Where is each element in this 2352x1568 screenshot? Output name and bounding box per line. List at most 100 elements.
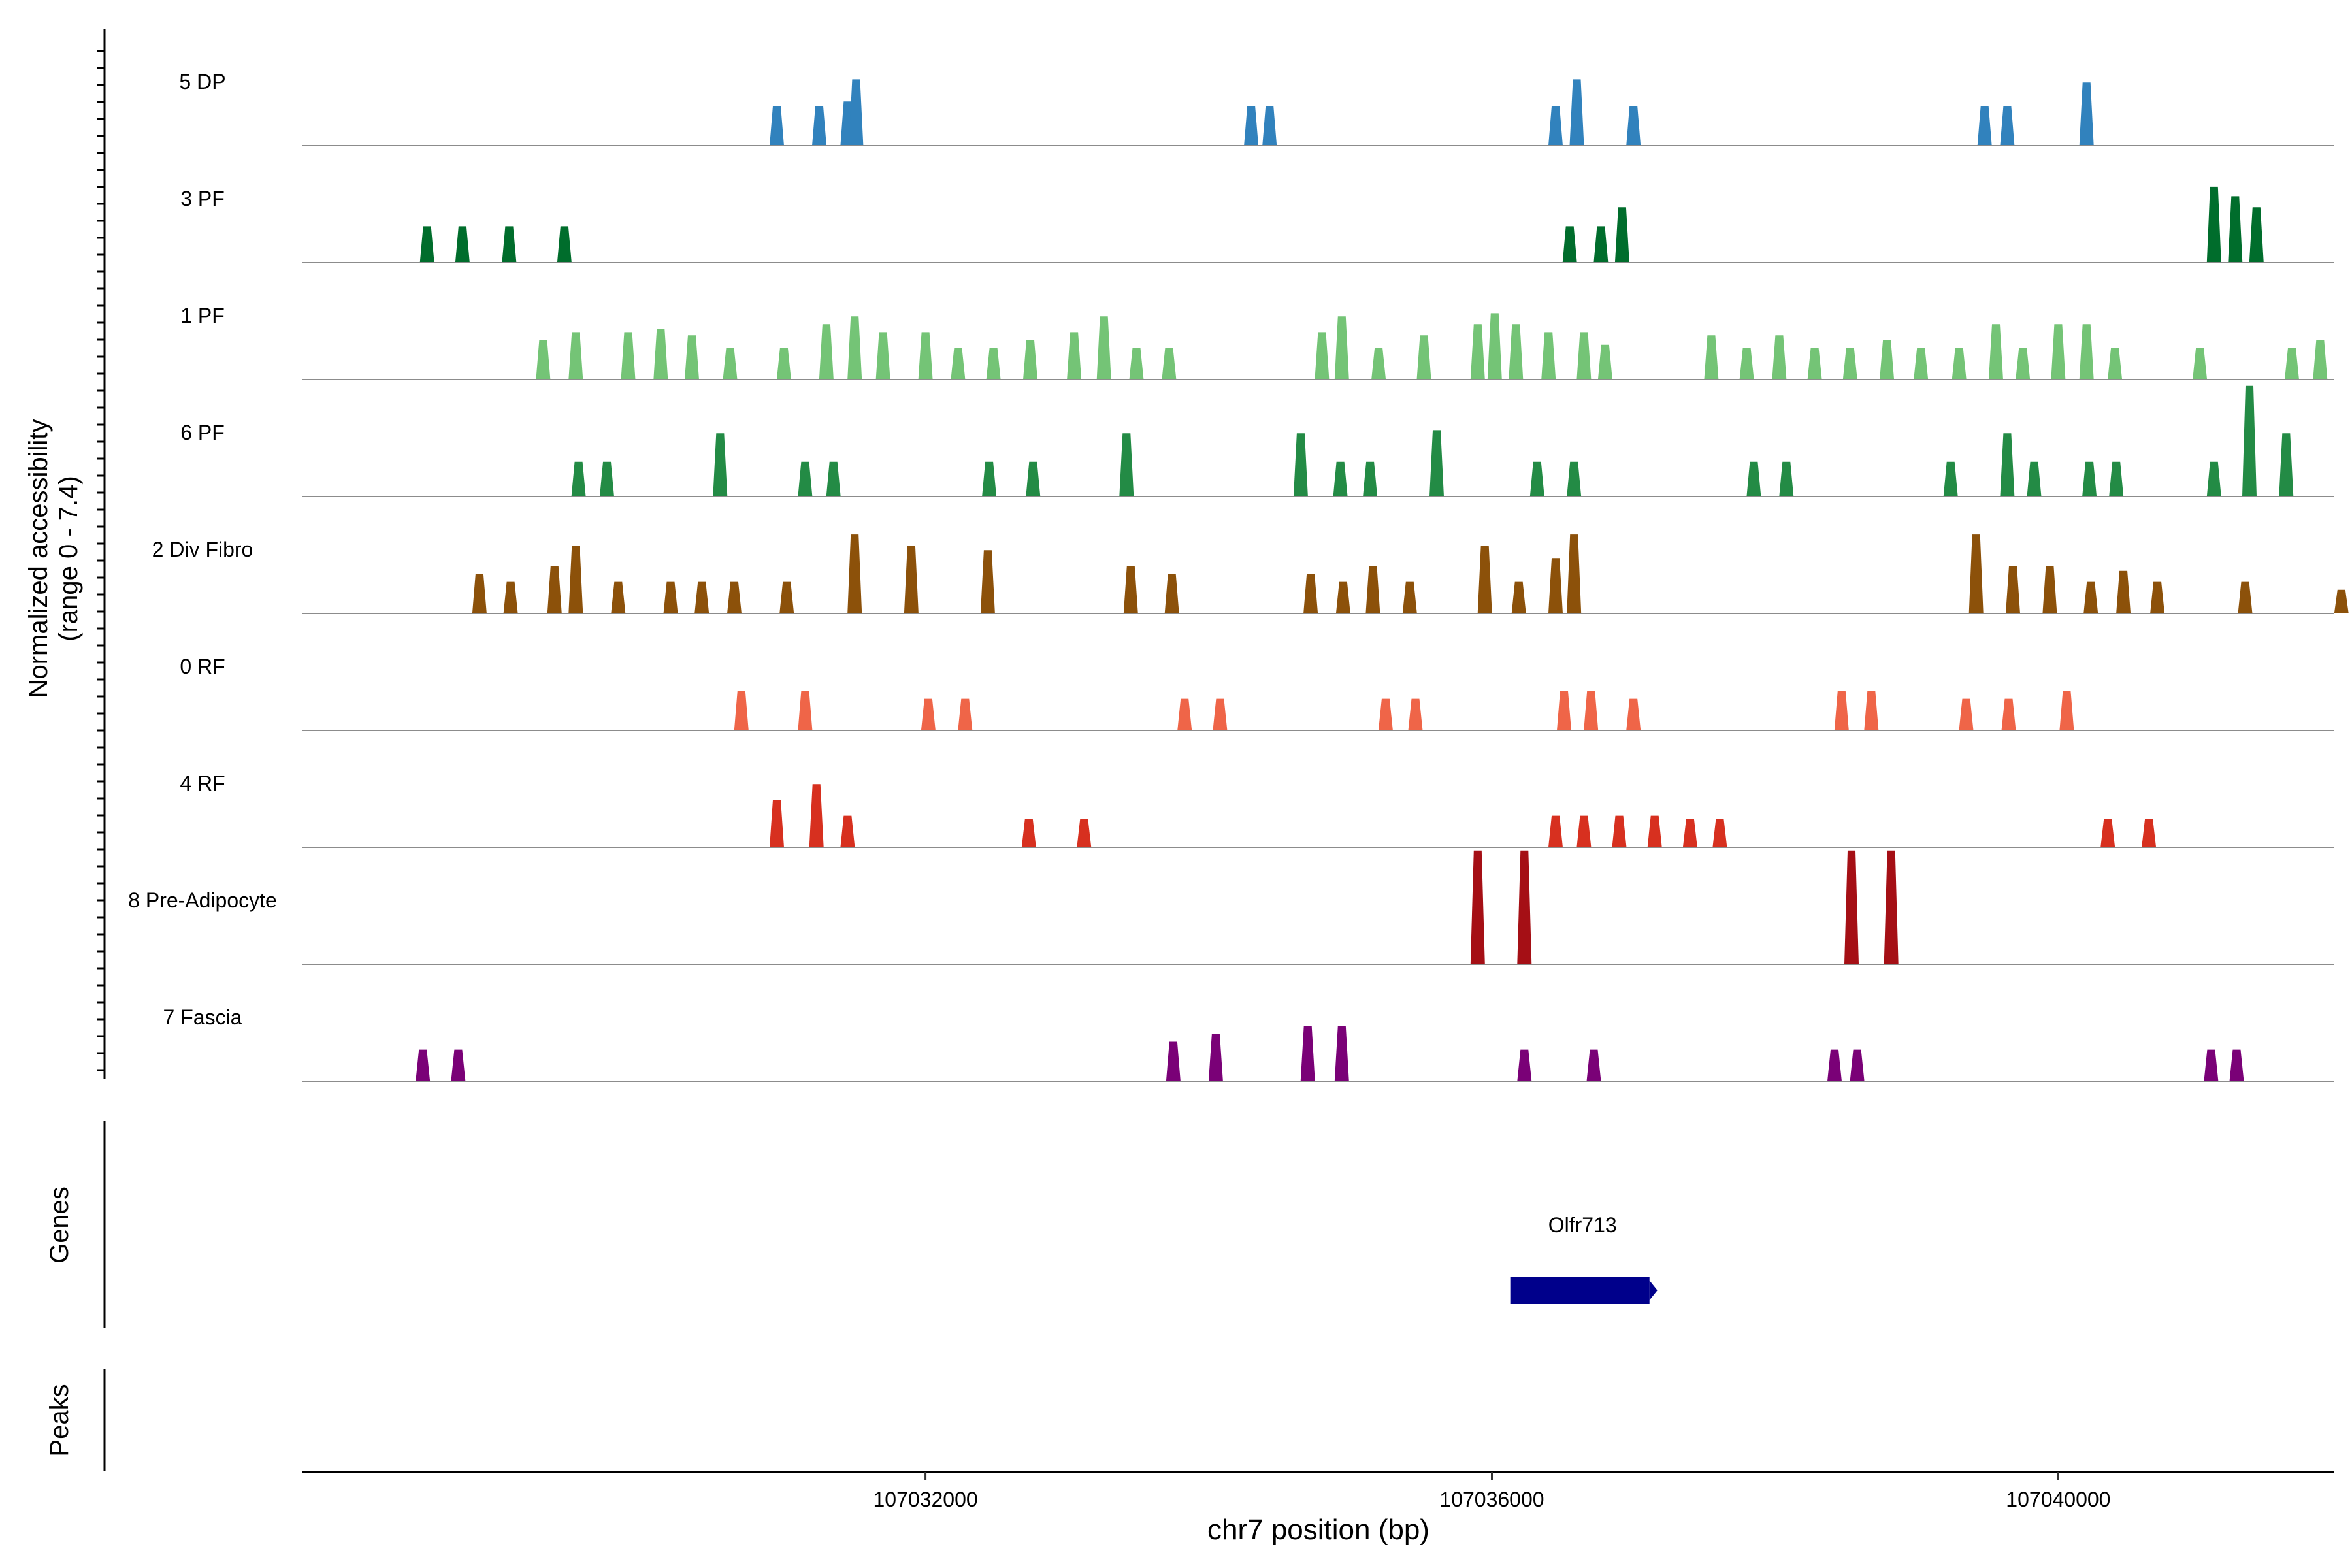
coverage-peak <box>1378 698 1393 730</box>
coverage-peak <box>1959 698 1974 730</box>
coverage-peak <box>547 566 562 613</box>
coverage-peak <box>1371 348 1386 380</box>
coverage-peak <box>1335 581 1350 613</box>
track-0-rf: 0 RF <box>180 655 2334 731</box>
coverage-peak <box>557 226 572 263</box>
coverage-peak <box>1077 819 1092 847</box>
coverage-peak <box>798 461 813 497</box>
coverage-peak <box>809 784 824 847</box>
coverage-peak <box>819 324 834 380</box>
coverage-peak <box>1363 461 1378 497</box>
coverage-peak <box>1864 691 1879 730</box>
coverage-peak <box>798 691 813 730</box>
coverage-peak <box>1529 461 1544 497</box>
coverage-peak <box>1562 226 1577 263</box>
coverage-peak <box>1880 340 1895 380</box>
coverage-peak <box>1517 1049 1532 1081</box>
coverage-peak <box>770 106 784 146</box>
coverage-peak <box>1487 313 1502 380</box>
coverage-peak <box>1567 534 1582 613</box>
coverage-peak <box>2150 581 2165 613</box>
coverage-peak <box>770 800 784 847</box>
coverage-peak <box>1612 815 1627 847</box>
coverage-peak <box>1834 691 1849 730</box>
coverage-peak <box>847 534 862 613</box>
track-3-pf: 3 PF <box>180 186 2334 263</box>
track-1-pf: 1 PF <box>180 304 2334 380</box>
coverage-peak <box>1807 348 1822 380</box>
track-label: 3 PF <box>180 187 225 210</box>
coverage-peak <box>849 79 864 146</box>
y-axis-label-range: (range 0 - 7.4) <box>54 476 83 641</box>
coverage-peak <box>1614 207 1629 263</box>
coverage-peak <box>826 461 841 497</box>
peaks-panel-label: Peaks <box>45 1384 74 1456</box>
track-label: 2 Div Fibro <box>152 538 253 561</box>
coverage-peak <box>1244 106 1259 146</box>
coverage-peak <box>2228 196 2243 263</box>
coverage-peak <box>723 348 738 380</box>
coverage-peak <box>951 348 966 380</box>
coverage-peak <box>455 226 470 263</box>
coverage-peak <box>1429 430 1444 497</box>
coverage-peak <box>1334 1026 1349 1081</box>
coverage-peak <box>568 332 583 380</box>
coverage-peak <box>416 1049 431 1081</box>
coverage-peak <box>1569 79 1584 146</box>
coverage-peak <box>2042 566 2057 613</box>
coverage-peak <box>875 332 890 380</box>
coverage-peak <box>2079 82 2094 146</box>
coverage-peak <box>2000 106 2015 146</box>
x-tick-label: 107040000 <box>2006 1488 2110 1511</box>
coverage-tracks: 5 DP 3 PF 1 PF 6 PF 2 Div Fibro 0 RF 4 RF 8 Pre… <box>128 70 2349 1082</box>
coverage-peak <box>2238 581 2253 613</box>
track-label: 7 Fascia <box>163 1005 242 1029</box>
coverage-peak <box>694 581 710 613</box>
coverage-peak <box>451 1049 466 1081</box>
y-axis-label: Normalized accessibility <box>24 419 53 698</box>
coverage-peak <box>2027 461 2042 497</box>
coverage-peak <box>2051 324 2066 380</box>
coverage-peak <box>1712 819 1727 847</box>
coverage-peak <box>1968 534 1984 613</box>
coverage-peak <box>685 335 699 380</box>
x-axis-label: chr7 position (bp) <box>1207 1514 1429 1546</box>
coverage-peak <box>982 461 997 497</box>
coverage-peak <box>1548 558 1563 613</box>
coverage-peak <box>1586 1049 1601 1081</box>
coverage-peak <box>2116 570 2131 613</box>
coverage-peak <box>1584 691 1599 730</box>
coverage-peak <box>568 546 583 613</box>
coverage-peak <box>1365 566 1380 613</box>
coverage-peak <box>1408 698 1423 730</box>
coverage-peak <box>2108 348 2123 380</box>
coverage-peak <box>611 581 626 613</box>
coverage-peak <box>1593 226 1609 263</box>
x-tick-label: 107036000 <box>1439 1488 1544 1511</box>
coverage-peak <box>1262 106 1277 146</box>
coverage-peak <box>1597 344 1612 380</box>
coverage-peak <box>1772 335 1787 380</box>
coverage-peak <box>1626 698 1641 730</box>
coverage-peak <box>986 348 1001 380</box>
gene-track: Olfr713 <box>1510 1213 1658 1304</box>
coverage-peak <box>503 581 518 613</box>
coverage-peak <box>958 698 973 730</box>
coverage-peak <box>2206 186 2221 263</box>
coverage-peak <box>2142 819 2157 847</box>
coverage-peak <box>1557 691 1571 730</box>
gene-label: Olfr713 <box>1548 1213 1617 1237</box>
coverage-peak <box>904 546 919 613</box>
coverage-peak <box>1541 332 1556 380</box>
coverage-peak <box>1647 815 1662 847</box>
track-2-div-fibro: 2 Div Fibro <box>152 534 2349 614</box>
coverage-peak <box>1943 461 1958 497</box>
coverage-peak <box>1416 335 1431 380</box>
coverage-peak <box>1511 581 1526 613</box>
coverage-peak <box>621 332 636 380</box>
coverage-peak <box>1567 461 1582 497</box>
coverage-peak <box>1844 850 1859 964</box>
track-7-fascia: 7 Fascia <box>163 1005 2334 1082</box>
coverage-peak <box>1177 698 1192 730</box>
